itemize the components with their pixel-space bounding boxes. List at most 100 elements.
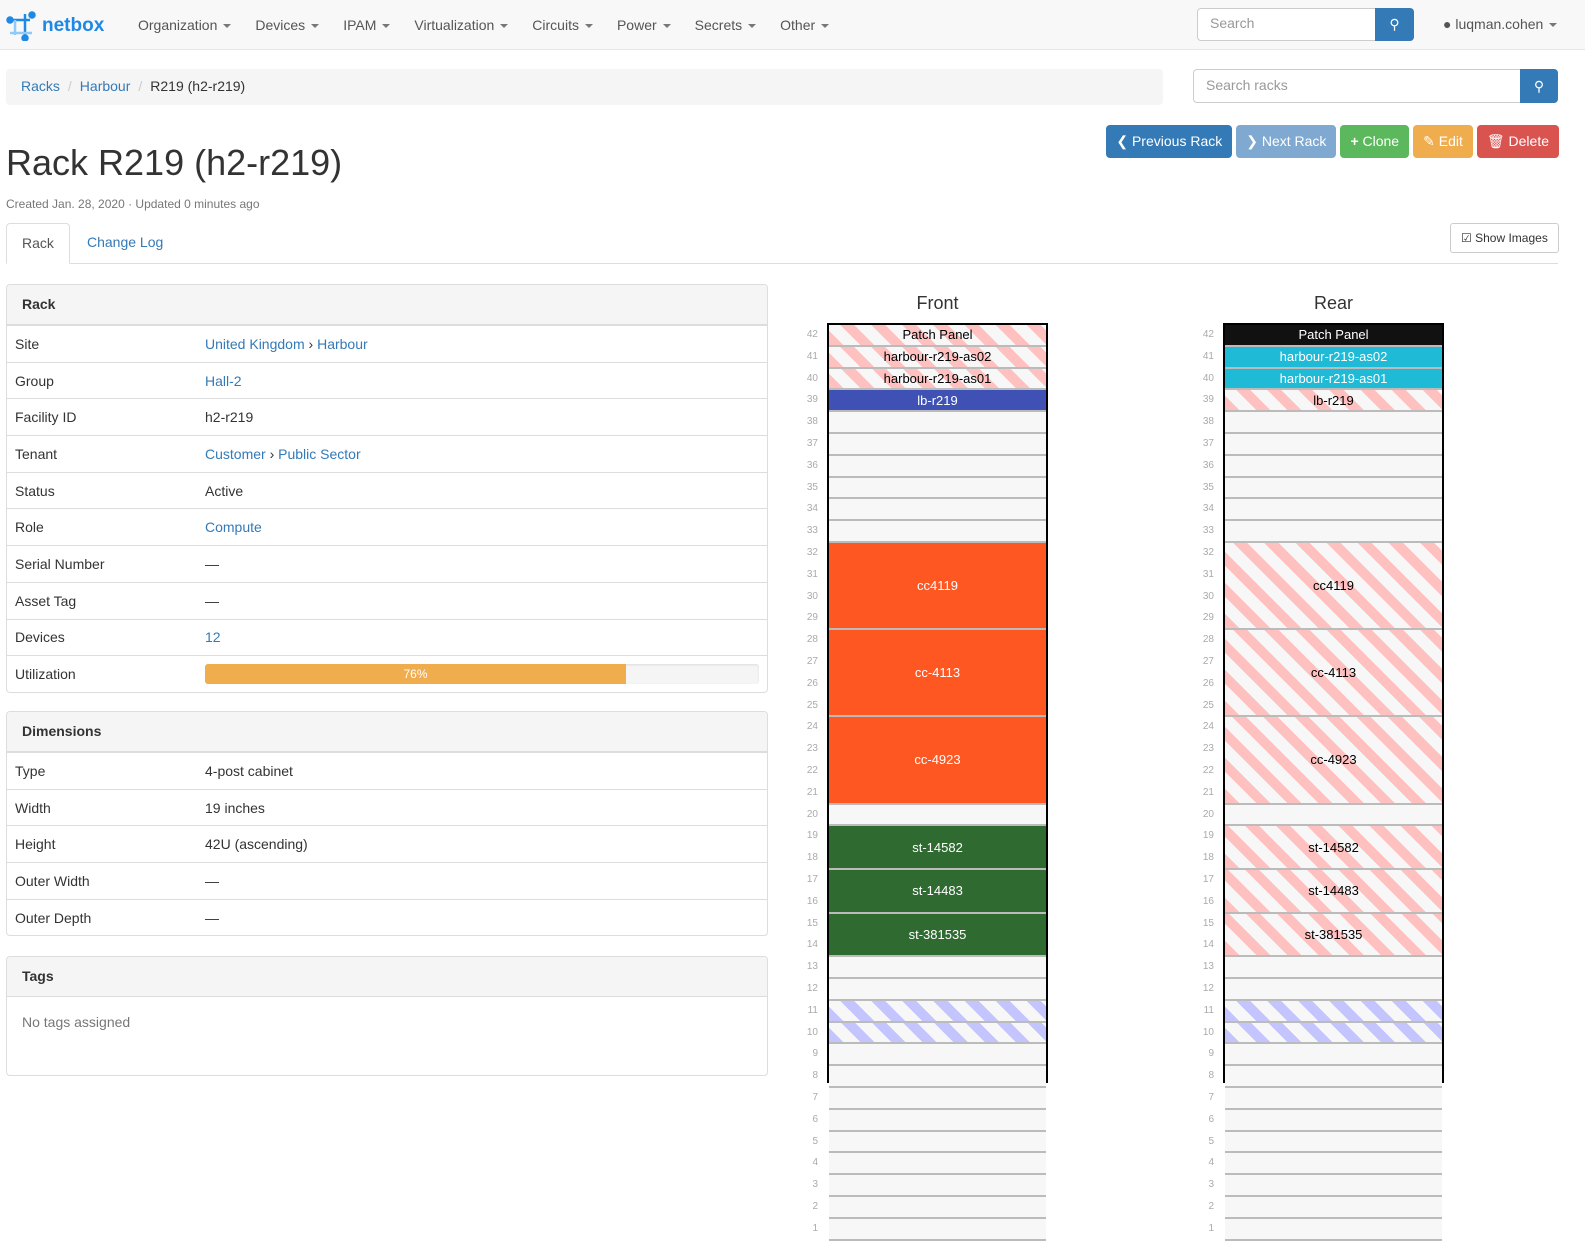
rack-unit-slot[interactable] [1225, 521, 1442, 543]
rack-unit-slot[interactable] [1225, 434, 1442, 456]
rack-search-input[interactable]: Search racks [1193, 69, 1521, 103]
menu-organization[interactable]: Organization [126, 17, 243, 33]
rack-device[interactable]: st-14483 [1225, 870, 1442, 914]
show-images-button[interactable]: ☑ Show Images [1450, 223, 1559, 253]
rear-title: Rear [1313, 293, 1353, 313]
rack-unit-slot[interactable] [1225, 979, 1442, 1001]
rack-unit-slot[interactable] [1225, 455, 1442, 478]
rack-unit-slot[interactable] [1225, 957, 1442, 979]
rack-unit-slot[interactable] [829, 455, 1046, 478]
role-link[interactable]: Compute [205, 519, 262, 536]
rack-unit-slot[interactable] [829, 957, 1046, 979]
rack-device[interactable]: lb-r219 [829, 390, 1046, 413]
unit-number-label: 36 [806, 459, 818, 471]
dimensions-panel: Dimensions Type 4-post cabinet Width 19 in… [6, 711, 768, 937]
tenant-link[interactable]: Public Sector [278, 445, 361, 462]
rack-unit-slot[interactable] [829, 1153, 1046, 1176]
unit-number-label: 22 [1202, 765, 1214, 776]
rack-unit-slot[interactable] [1225, 1109, 1442, 1132]
rack-unit-slot[interactable] [1225, 804, 1442, 827]
edit-button[interactable]: ✎ Edit [1413, 125, 1473, 158]
rack-unit-slot[interactable] [829, 1175, 1046, 1197]
unit-number-label: 18 [806, 852, 818, 864]
delete-button[interactable]: 🗑 Delete [1476, 125, 1559, 158]
menu-power[interactable]: Power [605, 17, 683, 33]
rack-device[interactable]: harbour-r219-as01 [829, 368, 1046, 391]
rack-device[interactable]: cc-4113 [1225, 630, 1442, 718]
menu-devices[interactable]: Devices [243, 17, 331, 33]
menu-secrets[interactable]: Secrets [683, 17, 768, 33]
rack-device[interactable]: Patch Panel [829, 325, 1046, 347]
rack-device[interactable]: cc-4923 [829, 717, 1046, 805]
rack-unit-slot[interactable] [829, 1088, 1046, 1110]
unit-number-label: 40 [806, 372, 818, 384]
rack-device[interactable]: st-14582 [1225, 826, 1442, 870]
rack-device[interactable]: st-381535 [829, 913, 1046, 958]
tenant-group-link[interactable]: Customer [205, 445, 266, 462]
rack-unit-slot[interactable] [1225, 1044, 1442, 1067]
rack-device[interactable]: lb-r219 [1225, 390, 1442, 413]
rack-unit-slot[interactable] [829, 499, 1046, 522]
rack-unit-slot[interactable] [1225, 1197, 1442, 1219]
unit-number-label: 29 [1202, 612, 1214, 624]
rack-device[interactable]: st-14483 [829, 870, 1046, 914]
breadcrumb-racks[interactable]: Racks [21, 78, 60, 94]
unit-number-label: 16 [806, 895, 818, 907]
rack-device[interactable]: harbour-r219-as01 [1225, 368, 1442, 391]
rack-unit-slot[interactable] [1225, 1175, 1442, 1197]
rack-unit-slot[interactable] [829, 979, 1046, 1001]
devices-link[interactable]: 12 [205, 629, 221, 646]
rack-unit-slot[interactable] [829, 1109, 1046, 1132]
unit-number-label: 6 [1208, 1113, 1214, 1125]
rack-unit-slot[interactable] [829, 1197, 1046, 1219]
rack-unit-slot[interactable] [1225, 412, 1442, 434]
rack-device[interactable]: cc-4923 [1225, 717, 1442, 805]
rack-unit-slot[interactable] [829, 412, 1046, 434]
unit-number-label: 27 [1202, 656, 1214, 667]
rack-unit-slot[interactable] [1225, 1066, 1442, 1088]
rack-unit-slot[interactable] [1225, 1153, 1442, 1176]
global-search-input[interactable]: Search [1197, 8, 1376, 41]
rack-unit-slot[interactable] [829, 521, 1046, 543]
rack-search-button[interactable]: ⚲ [1520, 69, 1558, 103]
rack-device[interactable]: st-14582 [829, 826, 1046, 870]
rack-device[interactable]: cc-4113 [829, 630, 1046, 718]
rack-unit-slot[interactable] [1225, 1088, 1442, 1110]
rack-unit-slot[interactable] [829, 1218, 1046, 1241]
rack-unit-slot[interactable] [1225, 1131, 1442, 1154]
menu-virtualization[interactable]: Virtualization [402, 17, 520, 33]
unit-number-label: 5 [812, 1135, 818, 1147]
rack-unit-slot[interactable] [829, 1131, 1046, 1154]
rack-unit-slot[interactable] [1225, 499, 1442, 522]
site-link[interactable]: Harbour [317, 335, 368, 352]
rack-device[interactable]: cc4119 [1225, 543, 1442, 631]
region-link[interactable]: United Kingdom [205, 335, 305, 352]
clone-button[interactable]: + Clone [1340, 125, 1410, 158]
tab-change-log[interactable]: Change Log [87, 234, 164, 250]
next-rack-button[interactable]: ❯ Next Rack [1236, 125, 1337, 158]
menu-ipam[interactable]: IPAM [331, 17, 402, 33]
rack-front-elevation: Patch Panel harbour-r219-as02 harbour-r219… [827, 323, 1048, 1241]
rack-unit-slot[interactable] [829, 1044, 1046, 1067]
rack-device[interactable]: cc4119 [829, 543, 1046, 631]
rack-unit-slot[interactable] [829, 804, 1046, 827]
rack-unit-slot[interactable] [1225, 477, 1442, 500]
user-menu[interactable]: ● luqman.cohen [1443, 16, 1558, 32]
caret-down-icon [1549, 23, 1558, 28]
rack-device[interactable]: st-381535 [1225, 913, 1442, 958]
breadcrumb-site[interactable]: Harbour [79, 78, 131, 94]
rack-device[interactable]: harbour-r219-as02 [829, 346, 1046, 369]
rack-device[interactable]: harbour-r219-as02 [1225, 346, 1442, 369]
menu-other[interactable]: Other [768, 17, 841, 33]
netbox-logo[interactable]: netbox [6, 11, 104, 41]
tab-rack[interactable]: Rack [6, 223, 70, 264]
rack-unit-slot[interactable] [829, 1066, 1046, 1088]
group-link[interactable]: Hall-2 [205, 372, 242, 389]
menu-circuits[interactable]: Circuits [520, 17, 605, 33]
rack-unit-slot[interactable] [829, 434, 1046, 456]
rack-unit-slot[interactable] [829, 477, 1046, 500]
rack-unit-slot[interactable] [1225, 1218, 1442, 1241]
rack-device[interactable]: Patch Panel [1225, 325, 1442, 347]
global-search-button[interactable]: ⚲ [1375, 8, 1414, 41]
previous-rack-button[interactable]: ❮ Previous Rack [1106, 125, 1233, 158]
